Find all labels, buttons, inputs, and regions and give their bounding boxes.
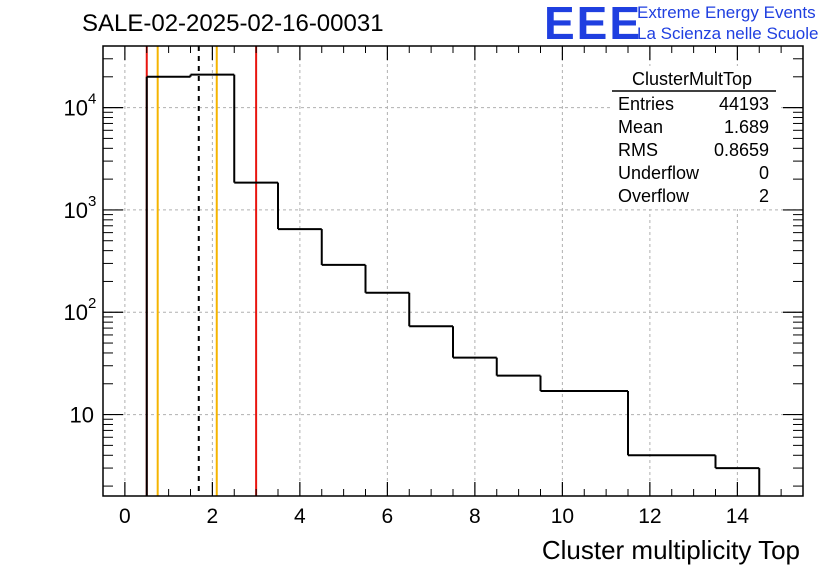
x-axis-title: Cluster multiplicity Top [542,535,800,565]
stats-box: ClusterMultTop Entries 44193 Mean 1.689 RMS 0… [610,66,778,209]
stats-value: 2 [759,186,769,206]
axis-ticks [102,45,804,496]
stats-row: Mean 1.689 [618,117,769,137]
stats-label: Mean [618,117,663,137]
y-tick-label: 10 [64,96,88,121]
stats-row: Overflow 2 [618,186,769,206]
stats-row: Underflow 0 [618,163,769,183]
stats-value: 0.8659 [714,140,769,160]
y-tick-label: 10 [64,198,88,223]
stats-row: Entries 44193 [618,94,769,114]
y-tick-exponent: 3 [88,193,96,210]
stats-label: Entries [618,94,674,114]
x-tick-label: 12 [638,505,661,528]
logo-caption-line2: La Scienza nelle Scuole [637,24,819,43]
x-tick-label: 14 [726,505,750,528]
y-tick-exponent: 4 [88,91,96,108]
x-tick-label: 2 [207,505,219,528]
y-tick-label: 10 [70,403,94,428]
stats-row: RMS 0.8659 [618,140,769,160]
stats-title: ClusterMultTop [632,69,752,89]
stats-label: Underflow [618,163,700,183]
chart-title: SALE-02-2025-02-16-00031 [82,10,384,37]
x-tick-label: 8 [469,505,481,528]
x-tick-label: 6 [382,505,394,528]
stats-value: 1.689 [724,117,769,137]
histogram-bins [145,73,761,496]
x-tick-label: 10 [551,505,574,528]
x-tick-label: 0 [119,505,131,528]
stats-label: Overflow [618,186,690,206]
x-tick-label: 4 [294,505,306,528]
stats-value: 44193 [719,94,769,114]
logo-caption-line1: Extreme Energy Events [637,3,816,22]
grid [103,46,803,496]
eee-logo: EEE [544,0,643,49]
y-tick-label: 10 [64,300,88,325]
y-tick-exponent: 2 [88,295,96,312]
stats-label: RMS [618,140,658,160]
stats-value: 0 [759,163,769,183]
marker-lines [145,46,258,496]
